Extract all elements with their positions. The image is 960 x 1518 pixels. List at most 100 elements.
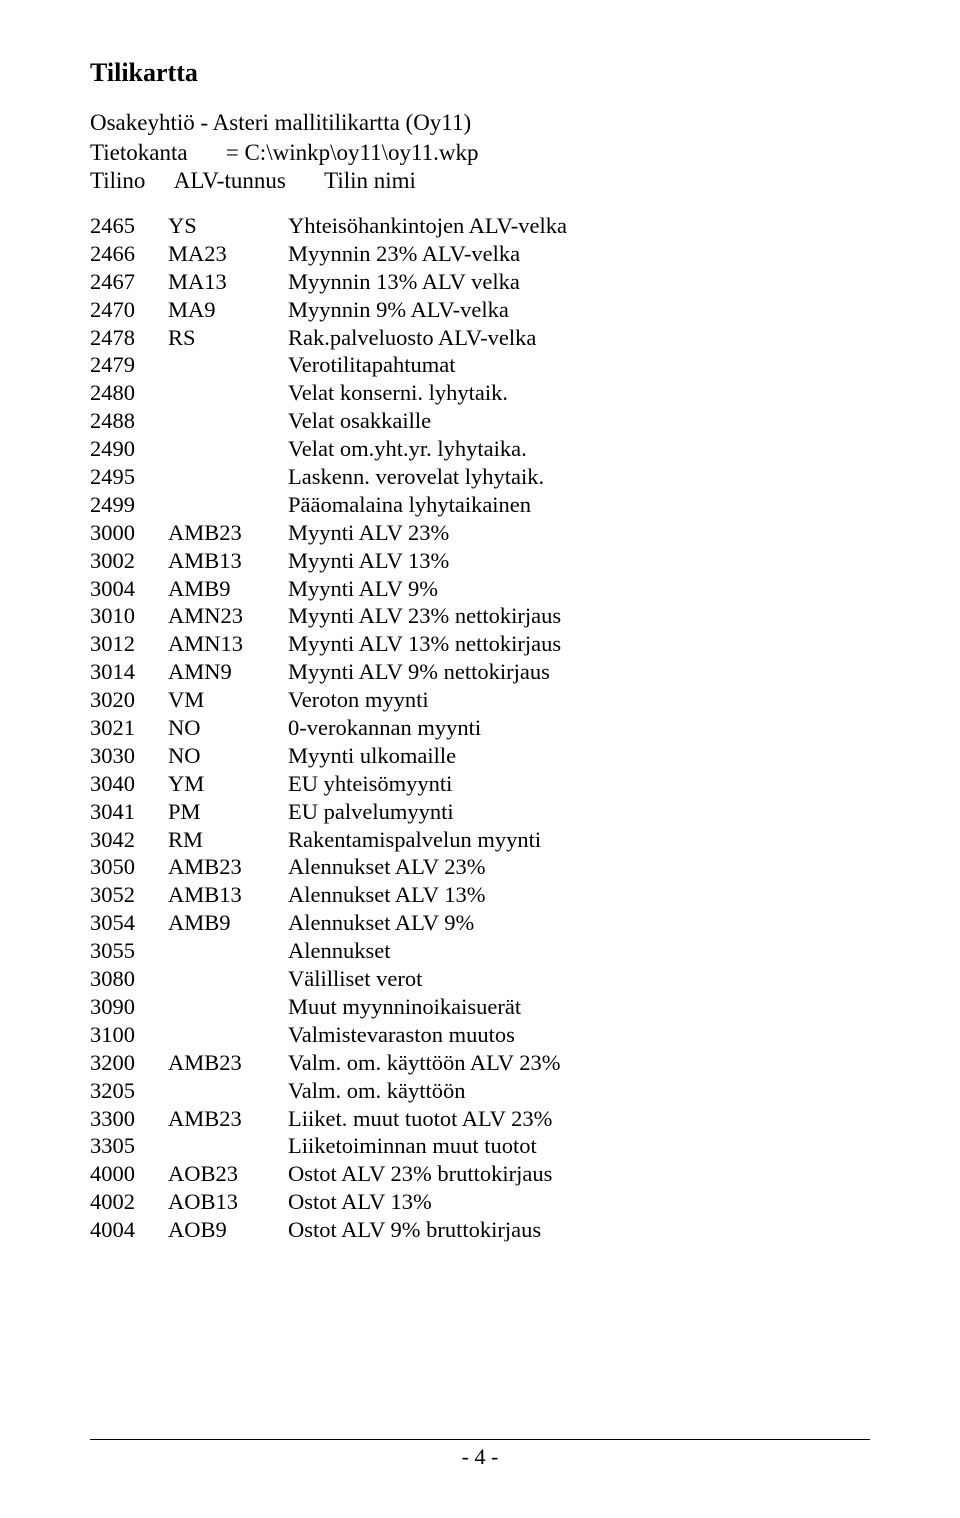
cell-alv xyxy=(168,351,288,379)
cell-alv: RS xyxy=(168,324,288,352)
cell-alv xyxy=(168,993,288,1021)
cell-tilino: 3054 xyxy=(90,909,168,937)
cell-tilino: 2499 xyxy=(90,491,168,519)
cell-alv: AMB9 xyxy=(168,575,288,603)
cell-alv: AMB23 xyxy=(168,1105,288,1133)
cell-tilino: 2467 xyxy=(90,268,168,296)
table-row: 3000AMB23Myynti ALV 23% xyxy=(90,519,567,547)
cell-alv: MA9 xyxy=(168,296,288,324)
column-headers: Tilino ALV-tunnus Tilin nimi xyxy=(90,168,870,194)
cell-name: Pääomalaina lyhytaikainen xyxy=(288,491,567,519)
cell-alv: AMN23 xyxy=(168,602,288,630)
cell-name: Myynti ALV 13% nettokirjaus xyxy=(288,630,567,658)
table-row: 3004AMB9Myynti ALV 9% xyxy=(90,575,567,603)
cell-name: Liiketoiminnan muut tuotot xyxy=(288,1132,567,1160)
cell-tilino: 3040 xyxy=(90,770,168,798)
cell-name: Myynnin 13% ALV velka xyxy=(288,268,567,296)
cell-name: EU palvelumyynti xyxy=(288,798,567,826)
cell-tilino: 3050 xyxy=(90,853,168,881)
cell-alv: AOB9 xyxy=(168,1216,288,1244)
cell-name: 0-verokannan myynti xyxy=(288,714,567,742)
table-row: 3080Välilliset verot xyxy=(90,965,567,993)
cell-name: Velat om.yht.yr. lyhytaika. xyxy=(288,435,567,463)
cell-name: Yhteisöhankintojen ALV-velka xyxy=(288,212,567,240)
col-name: Tilin nimi xyxy=(324,168,416,193)
cell-alv: NO xyxy=(168,742,288,770)
cell-tilino: 2466 xyxy=(90,240,168,268)
cell-name: Myynti ulkomaille xyxy=(288,742,567,770)
cell-tilino: 3010 xyxy=(90,602,168,630)
cell-alv: YM xyxy=(168,770,288,798)
cell-tilino: 3012 xyxy=(90,630,168,658)
table-row: 2467MA13Myynnin 13% ALV velka xyxy=(90,268,567,296)
col-alv: ALV-tunnus xyxy=(174,168,319,194)
cell-tilino: 4002 xyxy=(90,1188,168,1216)
cell-alv: VM xyxy=(168,686,288,714)
cell-alv xyxy=(168,463,288,491)
table-row: 4000AOB23Ostot ALV 23% bruttokirjaus xyxy=(90,1160,567,1188)
table-row: 3300AMB23Liiket. muut tuotot ALV 23% xyxy=(90,1105,567,1133)
cell-alv: MA13 xyxy=(168,268,288,296)
page-title: Tilikartta xyxy=(90,58,870,88)
cell-tilino: 3080 xyxy=(90,965,168,993)
table-row: 3041PMEU palvelumyynti xyxy=(90,798,567,826)
cell-name: Ostot ALV 13% xyxy=(288,1188,567,1216)
cell-alv xyxy=(168,965,288,993)
cell-tilino: 3200 xyxy=(90,1049,168,1077)
cell-name: Alennukset ALV 9% xyxy=(288,909,567,937)
cell-tilino: 3004 xyxy=(90,575,168,603)
cell-tilino: 3020 xyxy=(90,686,168,714)
table-row: 4002AOB13Ostot ALV 13% xyxy=(90,1188,567,1216)
cell-tilino: 2480 xyxy=(90,379,168,407)
cell-tilino: 3021 xyxy=(90,714,168,742)
table-row: 3020VMVeroton myynti xyxy=(90,686,567,714)
cell-name: Laskenn. verovelat lyhytaik. xyxy=(288,463,567,491)
table-row: 3010AMN23Myynti ALV 23% nettokirjaus xyxy=(90,602,567,630)
cell-name: Myynti ALV 23% nettokirjaus xyxy=(288,602,567,630)
cell-alv: AMN13 xyxy=(168,630,288,658)
col-tilino: Tilino xyxy=(90,168,168,194)
cell-name: Ostot ALV 23% bruttokirjaus xyxy=(288,1160,567,1188)
table-row: 2488 Velat osakkaille xyxy=(90,407,567,435)
table-row: 2495Laskenn. verovelat lyhytaik. xyxy=(90,463,567,491)
cell-name: Muut myynninoikaisuerät xyxy=(288,993,567,1021)
cell-name: Valm. om. käyttöön xyxy=(288,1077,567,1105)
cell-alv: AMB13 xyxy=(168,547,288,575)
table-row: 3090Muut myynninoikaisuerät xyxy=(90,993,567,1021)
cell-name: Rak.palveluosto ALV-velka xyxy=(288,324,567,352)
cell-tilino: 3100 xyxy=(90,1021,168,1049)
cell-name: Myynnin 9% ALV-velka xyxy=(288,296,567,324)
table-row: 2499 Pääomalaina lyhytaikainen xyxy=(90,491,567,519)
cell-alv: MA23 xyxy=(168,240,288,268)
cell-name: Veroton myynti xyxy=(288,686,567,714)
cell-alv xyxy=(168,937,288,965)
meta-label: Tietokanta xyxy=(90,140,220,166)
table-row: 3012AMN13Myynti ALV 13% nettokirjaus xyxy=(90,630,567,658)
table-row: 4004AOB9Ostot ALV 9% bruttokirjaus xyxy=(90,1216,567,1244)
cell-alv xyxy=(168,379,288,407)
table-row: 3021NO0-verokannan myynti xyxy=(90,714,567,742)
cell-name: Myynti ALV 9% nettokirjaus xyxy=(288,658,567,686)
cell-tilino: 3002 xyxy=(90,547,168,575)
cell-alv: AMB23 xyxy=(168,1049,288,1077)
cell-alv xyxy=(168,407,288,435)
cell-name: Myynti ALV 9% xyxy=(288,575,567,603)
cell-tilino: 3030 xyxy=(90,742,168,770)
cell-tilino: 3041 xyxy=(90,798,168,826)
cell-alv: AMB13 xyxy=(168,881,288,909)
cell-tilino: 3052 xyxy=(90,881,168,909)
cell-name: Rakentamispalvelun myynti xyxy=(288,826,567,854)
cell-name: Velat osakkaille xyxy=(288,407,567,435)
cell-alv: AMB9 xyxy=(168,909,288,937)
cell-tilino: 3000 xyxy=(90,519,168,547)
table-row: 2480Velat konserni. lyhytaik. xyxy=(90,379,567,407)
cell-alv: RM xyxy=(168,826,288,854)
cell-name: Alennukset xyxy=(288,937,567,965)
footer-rule xyxy=(90,1439,870,1440)
cell-tilino: 3300 xyxy=(90,1105,168,1133)
cell-alv: PM xyxy=(168,798,288,826)
cell-name: Valm. om. käyttöön ALV 23% xyxy=(288,1049,567,1077)
cell-tilino: 2488 xyxy=(90,407,168,435)
cell-tilino: 2465 xyxy=(90,212,168,240)
cell-alv xyxy=(168,1021,288,1049)
